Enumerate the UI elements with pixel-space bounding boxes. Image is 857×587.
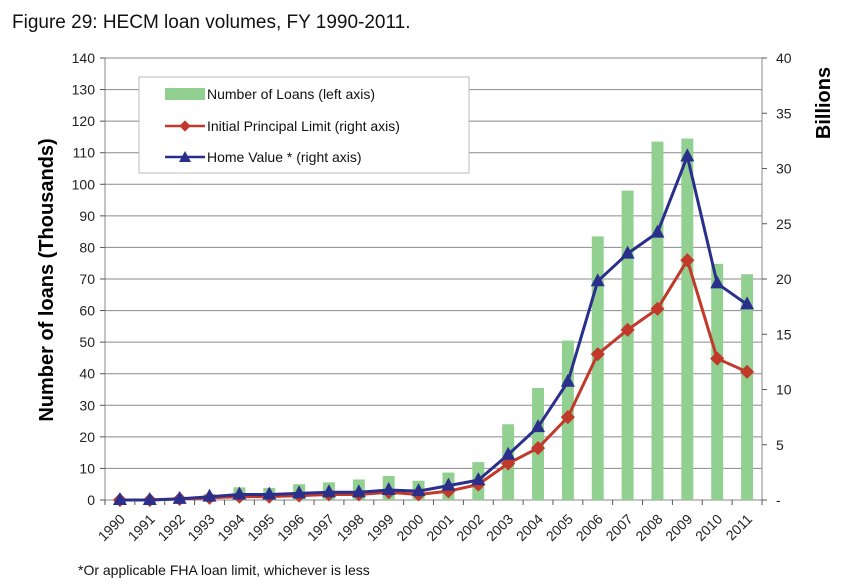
line-principal-limit [119, 258, 748, 502]
y-tick-label: 100 [72, 176, 96, 192]
line-series [112, 148, 755, 508]
marker-home-value-2004 [531, 419, 546, 433]
marker-home-value-2003 [501, 446, 516, 460]
marker-home-value-2000 [411, 483, 426, 497]
marker-home-value-1997 [321, 484, 336, 498]
y-axis-title: Number of loans (Thousands) [36, 138, 58, 421]
y-tick-label: 60 [79, 303, 95, 319]
legend-label-loans: Number of Loans (left axis) [207, 86, 375, 102]
x-tick-label-2011: 2011 [723, 511, 756, 544]
y2-tick-label: 25 [776, 216, 792, 232]
marker-home-value-2007 [620, 245, 635, 259]
bar-series-number-of-loans [113, 138, 754, 500]
x-tick-label-1999: 1999 [363, 511, 396, 544]
legend-marker-home-value [179, 151, 191, 162]
y2-tick-label: 35 [776, 105, 792, 121]
footnote: *Or applicable FHA loan limit, whichever… [78, 562, 370, 578]
x-tick-label-2007: 2007 [602, 511, 635, 544]
marker-home-value-2008 [650, 224, 665, 238]
y-tick-label: 30 [79, 397, 95, 413]
y-tick-label: 0 [87, 492, 95, 508]
marker-principal-limit-2006 [590, 347, 605, 362]
bar-2007 [621, 190, 634, 500]
x-tick-label-2004: 2004 [513, 511, 546, 544]
marker-home-value-2011 [740, 296, 755, 310]
bar-2008 [651, 141, 664, 500]
x-tick-label-1990: 1990 [95, 511, 128, 544]
x-tick-label-1994: 1994 [214, 511, 247, 544]
y2-tick-label: 10 [776, 382, 792, 398]
marker-home-value-1993 [202, 488, 217, 502]
x-tick-label-1998: 1998 [334, 511, 367, 544]
x-tick-label-2010: 2010 [692, 511, 725, 544]
marker-home-value-2005 [560, 373, 575, 387]
y2-axis-title: Billions [813, 67, 835, 139]
x-tick-label-2006: 2006 [573, 511, 606, 544]
marker-principal-limit-2003 [501, 456, 516, 471]
marker-home-value-1998 [351, 484, 366, 498]
marker-home-value-1991 [142, 492, 157, 505]
legend: Number of Loans (left axis) Initial Prin… [138, 76, 470, 174]
y-tick-label: 80 [79, 239, 95, 255]
bar-2009 [681, 138, 694, 500]
bar-2010 [711, 263, 724, 500]
y2-tick-label: 20 [776, 271, 792, 287]
marker-home-value-2001 [441, 477, 456, 491]
figure-title: Figure 29: HECM loan volumes, FY 1990-20… [12, 12, 411, 33]
y2-tick-label: - [776, 492, 781, 508]
line-home-value [119, 154, 748, 502]
marker-principal-limit-2007 [620, 322, 635, 337]
marker-home-value-1999 [381, 482, 396, 496]
y2-tick-label: 40 [776, 50, 792, 66]
y-tick-label: 110 [73, 145, 96, 161]
y-tick-label: 40 [79, 366, 95, 382]
bar-2006 [591, 236, 604, 500]
marker-home-value-1995 [262, 486, 277, 500]
x-tick-label-1997: 1997 [304, 511, 337, 544]
y-tick-label: 140 [72, 50, 96, 66]
marker-home-value-1992 [172, 490, 187, 504]
marker-principal-limit-2009 [680, 253, 695, 268]
legend-label-principal: Initial Principal Limit (right axis) [207, 118, 400, 134]
marker-principal-limit-2010 [710, 351, 725, 366]
marker-principal-limit-2005 [560, 410, 575, 425]
x-tick-label-2008: 2008 [632, 511, 665, 544]
x-tick-label-2001: 2001 [423, 511, 456, 544]
x-tick-label-1995: 1995 [244, 511, 277, 544]
marker-home-value-1996 [292, 485, 307, 499]
x-tick-label-2000: 2000 [393, 511, 426, 544]
y-tick-label: 50 [79, 334, 95, 350]
legend-swatch-loans [165, 88, 205, 100]
y2-tick-label: 15 [776, 326, 792, 342]
legend-label-home-value: Home Value * (right axis) [207, 149, 362, 165]
marker-principal-limit-2004 [530, 440, 546, 456]
marker-home-value-2009 [680, 148, 695, 162]
bar-2011 [741, 274, 754, 500]
y-tick-label: 130 [72, 82, 96, 98]
y-tick-label: 20 [79, 429, 95, 445]
y2-tick-label: 5 [776, 437, 784, 453]
marker-home-value-2006 [590, 273, 605, 287]
marker-principal-limit-2008 [650, 301, 665, 316]
chart: 0 10 20 30 40 50 60 70 80 90 100 110 120 130 140 - 5 10 15… [36, 50, 835, 544]
x-tick-label-2002: 2002 [453, 511, 486, 544]
x-tick-label-1996: 1996 [274, 511, 307, 544]
marker-home-value-2010 [710, 275, 725, 289]
x-tick-label-1992: 1992 [154, 511, 187, 544]
y-tick-label: 120 [72, 113, 96, 129]
x-tick-label-1993: 1993 [184, 511, 217, 544]
x-tick-label-1991: 1991 [125, 511, 158, 544]
marker-home-value-1994 [232, 486, 247, 500]
x-tick-label-2009: 2009 [662, 511, 695, 544]
x-tick-label-2003: 2003 [483, 511, 516, 544]
marker-principal-limit-2011 [739, 364, 755, 379]
x-tick-label-2005: 2005 [543, 511, 576, 544]
y-tick-label: 90 [79, 208, 95, 224]
y-tick-label: 70 [79, 271, 95, 287]
marker-home-value-1990 [112, 492, 127, 505]
y2-tick-label: 30 [776, 161, 792, 177]
marker-home-value-2002 [471, 472, 486, 486]
y-tick-label: 10 [79, 460, 95, 476]
